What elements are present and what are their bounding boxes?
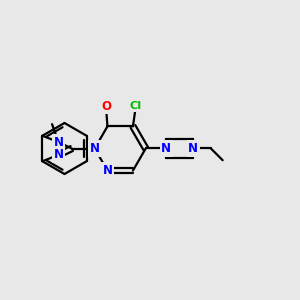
- Text: N: N: [188, 142, 198, 155]
- Text: N: N: [54, 136, 64, 148]
- Text: N: N: [54, 148, 64, 161]
- Text: Cl: Cl: [130, 100, 142, 110]
- Text: N: N: [102, 164, 112, 177]
- Text: O: O: [101, 100, 111, 112]
- Text: N: N: [161, 142, 171, 155]
- Text: N: N: [90, 142, 100, 155]
